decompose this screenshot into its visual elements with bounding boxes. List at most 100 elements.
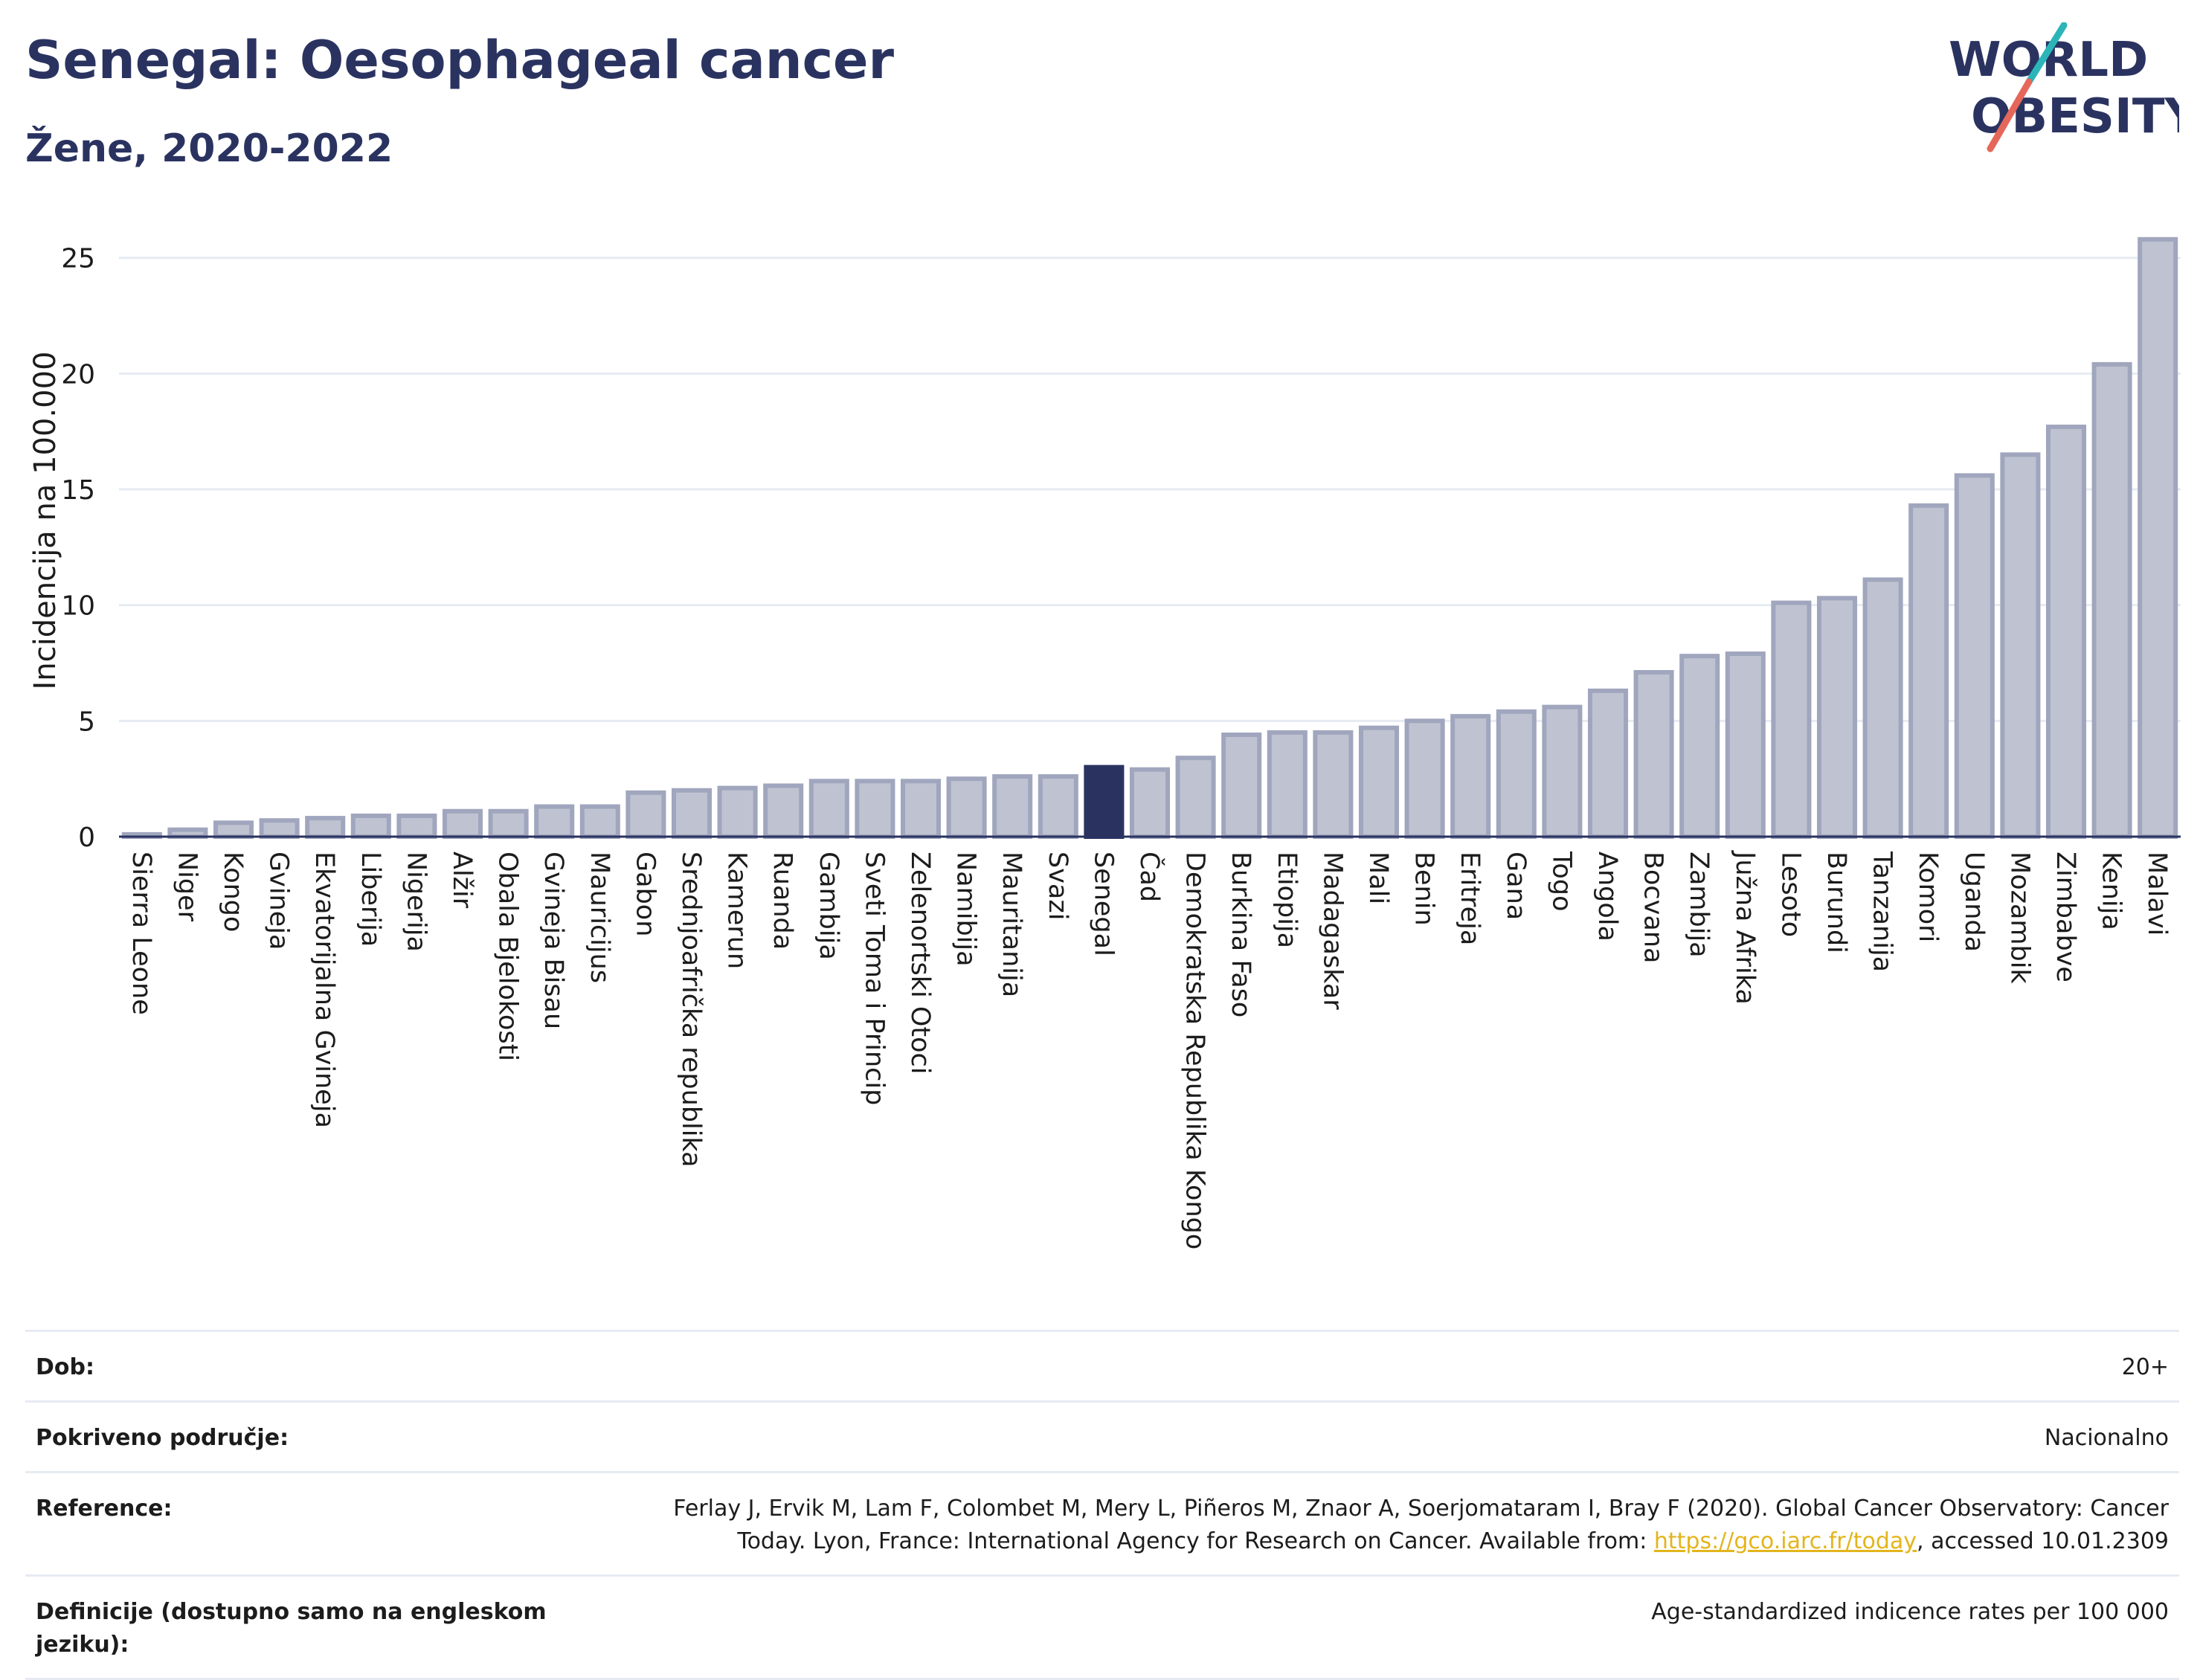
x-category-label: Malavi (2142, 852, 2172, 936)
bars (121, 236, 2178, 840)
x-category-label: Angola (1592, 852, 1622, 942)
bar-ruanda (763, 783, 804, 839)
info-row: Reference: Ferlay J, Ervik M, Lam F, Colo… (25, 1471, 2179, 1574)
x-category-label: Togo (1546, 851, 1576, 911)
y-tick-label: 10 (61, 591, 95, 622)
y-axis-label: Incidencija na 100.000 (28, 351, 62, 689)
info-value: Age-standardized indicence rates per 100… (607, 1596, 2169, 1629)
info-key: Pokriveno područje: (36, 1425, 289, 1451)
x-category-label: Čad (1134, 852, 1165, 902)
bar-gvineja (259, 818, 300, 839)
reference-suffix: , accessed 10.01.2309 (1917, 1528, 2169, 1554)
bar-obala-bjelokosti (488, 808, 529, 840)
x-category-label: Bocvana (1638, 852, 1668, 963)
x-category-label: Gabon (630, 852, 660, 936)
info-value: Nacionalno (607, 1422, 2169, 1455)
bar-zambija (1679, 654, 1720, 839)
bar-zelenortski-otoci (900, 779, 942, 839)
info-key: Dob: (36, 1354, 94, 1380)
y-tick-label: 5 (78, 707, 95, 737)
bar-liberija (350, 813, 391, 839)
x-category-label: Svazi (1043, 852, 1072, 920)
logo-slash-teal (2025, 22, 2068, 86)
x-category-label: Kongo (218, 852, 248, 932)
bar-zimbabve (2045, 424, 2087, 839)
info-value-text: Nacionalno (2044, 1425, 2169, 1451)
x-category-label: Madagaskar (1317, 852, 1347, 1010)
bar-mozambik (2000, 452, 2041, 839)
x-category-label: Burkina Faso (1226, 852, 1255, 1017)
x-category-label: Niger (172, 852, 202, 922)
bar-togo (1542, 704, 1583, 840)
bar-burundi (1816, 596, 1858, 839)
x-category-label: Liberija (356, 852, 385, 947)
x-category-label: Kenija (2097, 852, 2126, 930)
x-category-label: Uganda (1959, 852, 1989, 952)
world-obesity-logo: WORLD OBESITY (1949, 22, 2179, 152)
x-category-label: Sveti Toma i Princip (859, 852, 889, 1105)
bar-srednjoafrička-republika (671, 788, 713, 839)
info-value-text: Ferlay J, Ervik M, Lam F, Colombet M, Me… (673, 1496, 2169, 1554)
x-category-label: Tanzanija (1868, 851, 1897, 972)
chart-subtitle: Žene, 2020-2022 (25, 126, 393, 171)
x-category-label: Srednjoafrička republika (676, 852, 706, 1168)
chart-title: Senegal: Oesophageal cancer (25, 30, 895, 91)
x-category-label: Benin (1409, 852, 1439, 926)
info-value-text: 20+ (2121, 1354, 2169, 1380)
bar-alžir (442, 808, 483, 840)
bar-namibija (946, 776, 987, 839)
reference-link[interactable]: https://gco.iarc.fr/today (1653, 1528, 1917, 1554)
bar-tanzanija (1862, 577, 1903, 839)
x-category-label: Zimbabve (2051, 852, 2080, 982)
x-category-label: Obala Bjelokosti (493, 852, 523, 1061)
bar-ekvatorijalna-gvineja (305, 816, 346, 840)
x-category-label: Namibija (951, 852, 981, 967)
x-category-label: Zelenortski Otoci (905, 852, 935, 1074)
info-row: Pokriveno područje: Nacionalno (25, 1400, 2179, 1471)
bar-chart: 0 5 10 15 20 25 Sierra Leone Niger Kongo Gvineja… (28, 236, 2181, 1249)
x-category-label: Mauritanija (997, 852, 1026, 997)
bar-gabon (625, 790, 666, 839)
x-category-label: Demokratska Republika Kongo (1180, 852, 1210, 1249)
info-row: Definicije (dostupno samo na engleskom j… (25, 1574, 2179, 1680)
y-tick-label: 15 (61, 475, 95, 506)
x-category-label: Etiopija (1272, 852, 1302, 948)
info-key: Reference: (36, 1496, 173, 1522)
y-tick-labels: 0 5 10 15 20 25 (61, 244, 95, 853)
bar-demokratska-republika-kongo (1175, 756, 1216, 839)
bar-južna-afrika (1725, 651, 1766, 839)
bar-lesoto (1771, 600, 1812, 839)
x-category-labels: Sierra Leone Niger Kongo Gvineja Ekvatorijal… (126, 850, 2172, 1249)
x-category-label: Eritreja (1455, 852, 1485, 945)
bar-gambija (808, 779, 849, 839)
info-value: 20+ (607, 1351, 2169, 1384)
x-category-label: Gvineja (264, 852, 294, 950)
x-category-label: Ruanda (768, 852, 797, 950)
y-tick-label: 25 (61, 244, 95, 274)
bar-mauricijus (579, 804, 620, 840)
bar-mauritanija (992, 774, 1033, 840)
x-category-label: Južna Afrika (1730, 850, 1760, 1005)
bar-nigerija (396, 813, 437, 839)
x-category-label: Nigerija (401, 852, 431, 952)
bar-benin (1404, 718, 1445, 839)
bar-etiopija (1267, 730, 1308, 839)
bar-mali (1358, 725, 1400, 840)
x-category-label: Gvineja Bisau (538, 852, 568, 1029)
bar-svazi (1038, 774, 1078, 840)
bar-malavi (2138, 236, 2178, 839)
bar-kongo (213, 820, 254, 840)
bar-bocvana (1633, 669, 1674, 840)
bar-burkina-faso (1221, 733, 1262, 839)
info-row: Dob: 20+ (25, 1330, 2179, 1400)
info-value: Ferlay J, Ervik M, Lam F, Colombet M, Me… (607, 1493, 2169, 1558)
y-tick-label: 20 (61, 359, 95, 390)
bar-kamerun (717, 785, 758, 840)
x-category-label: Mauricijus (585, 852, 614, 983)
x-category-label: Komori (1913, 852, 1943, 942)
bar-gana (1496, 709, 1537, 839)
x-category-label: Zambija (1684, 852, 1714, 958)
bar-senegal (1084, 765, 1125, 839)
x-category-label: Mozambik (2004, 852, 2034, 984)
logo-slash-red (1987, 78, 2033, 152)
